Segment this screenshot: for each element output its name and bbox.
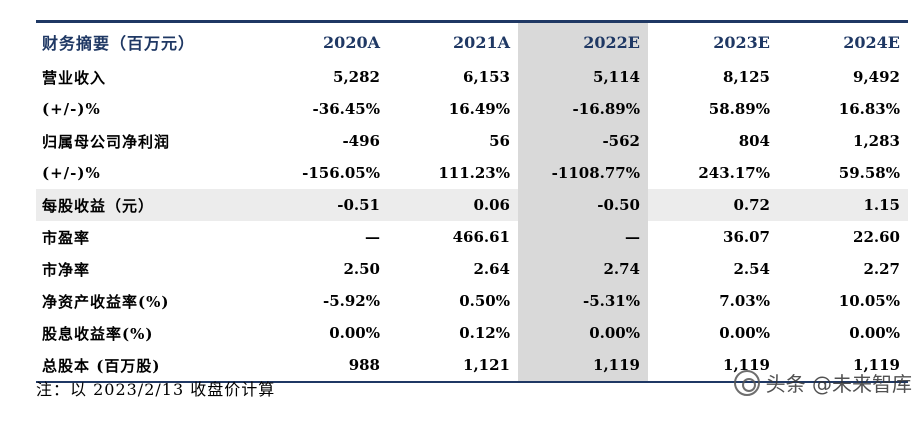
table-cell: 36.07 (723, 228, 770, 246)
table-cell: -16.89% (518, 93, 648, 125)
table-cell: -0.51 (258, 189, 388, 221)
table-cell: 2.74 (518, 253, 648, 285)
table-cell: 59.58% (838, 164, 900, 182)
row-label: 市盈率 (42, 228, 91, 247)
table-cell: 7.03% (719, 292, 770, 310)
financial-summary-table: 财务摘要（百万元） 2020A 2021A 2022E 2023E 2024E … (36, 23, 908, 383)
table-cell: 0.12% (459, 324, 510, 342)
row-label: 总股本 (百万股) (36, 349, 258, 383)
table-cell: 0.06 (388, 189, 518, 221)
header-2023e: 2023E (713, 32, 770, 52)
table-cell: 2.27 (863, 260, 900, 278)
table-cell: 2.54 (733, 260, 770, 278)
table-cell: 5,114 (518, 61, 648, 93)
table-row: 市净率 2.50 2.64 2.74 2.54 2.27 (36, 253, 908, 285)
table-cell: 243.17% (698, 164, 770, 182)
table-cell: -36.45% (312, 100, 380, 118)
table-cell: 1.15 (778, 189, 908, 221)
table-cell: 0.00% (719, 324, 770, 342)
table-cell: 1,119 (518, 349, 648, 383)
table-row: 总股本 (百万股) 988 1,121 1,119 1,119 1,119 (36, 349, 908, 383)
table-row: 市盈率 — 466.61 — 36.07 22.60 (36, 221, 908, 253)
row-label: 每股收益（元） (36, 189, 258, 221)
table-row: 股息收益率(%) 0.00% 0.12% 0.00% 0.00% 0.00% (36, 317, 908, 349)
table-cell: 988 (258, 349, 388, 383)
table-row: 归属母公司净利润 -496 56 -562 804 1,283 (36, 125, 908, 157)
row-label: 净资产收益率(%) (42, 292, 170, 311)
table-cell: 9,492 (853, 68, 900, 86)
table-row: (+/-)% -36.45% 16.49% -16.89% 58.89% 16.83% (36, 93, 908, 125)
table-cell: 56 (489, 132, 510, 150)
table-cell: 2.64 (473, 260, 510, 278)
table-cell: 466.61 (452, 228, 510, 246)
table-cell: 2.50 (343, 260, 380, 278)
footnote: 注：以 2023/2/13 收盘价计算 (36, 380, 276, 399)
table-cell: -562 (518, 125, 648, 157)
table-cell: 0.00% (849, 324, 900, 342)
table-cell: 22.60 (853, 228, 900, 246)
row-label: 营业收入 (42, 68, 107, 87)
wechat-icon (733, 369, 760, 396)
table-cell: -5.92% (322, 292, 380, 310)
table-cell: 8,125 (723, 68, 770, 86)
table-cell: 16.49% (448, 100, 510, 118)
row-label: (+/-)% (42, 100, 101, 118)
watermark: 头条 @未来智库 (733, 368, 912, 397)
table-row: 净资产收益率(%) -5.92% 0.50% -5.31% 7.03% 10.05% (36, 285, 908, 317)
table-cell: 1,121 (388, 349, 518, 383)
table-cell: — (365, 228, 380, 246)
table-cell: 804 (738, 132, 770, 150)
table-top-rule (36, 20, 908, 23)
table-cell: 58.89% (708, 100, 770, 118)
table-cell: 0.72 (648, 189, 778, 221)
watermark-text: 头条 @未来智库 (765, 372, 912, 396)
table-cell: -496 (342, 132, 380, 150)
table-row: (+/-)% -156.05% 111.23% -1108.77% 243.17% 59.… (36, 157, 908, 189)
header-label: 财务摘要（百万元） (42, 34, 196, 53)
table-header-row: 财务摘要（百万元） 2020A 2021A 2022E 2023E 2024E (36, 23, 908, 61)
table-cell: 16.83% (838, 100, 900, 118)
table-cell: 1,283 (853, 132, 900, 150)
row-label: 市净率 (42, 260, 91, 279)
row-label: (+/-)% (42, 164, 101, 182)
table-cell: — (518, 221, 648, 253)
table-cell: 1,119 (778, 349, 908, 383)
header-2020a: 2020A (323, 32, 380, 52)
table-cell: 111.23% (438, 164, 510, 182)
table-cell: 0.00% (518, 317, 648, 349)
table-cell: 5,282 (333, 68, 380, 86)
table-cell: -0.50 (518, 189, 648, 221)
table-cell: 10.05% (838, 292, 900, 310)
table-cell: -5.31% (518, 285, 648, 317)
header-2022e: 2022E (518, 23, 648, 61)
table-cell: -156.05% (302, 164, 380, 182)
table-row: 营业收入 5,282 6,153 5,114 8,125 9,492 (36, 61, 908, 93)
table-cell: -1108.77% (518, 157, 648, 189)
table-cell: 0.00% (329, 324, 380, 342)
header-2021a: 2021A (453, 32, 510, 52)
financial-summary-table-wrap: 财务摘要（百万元） 2020A 2021A 2022E 2023E 2024E … (36, 20, 908, 383)
table-cell: 0.50% (459, 292, 510, 310)
header-2024e: 2024E (843, 32, 900, 52)
table-cell: 6,153 (463, 68, 510, 86)
row-label: 归属母公司净利润 (42, 132, 171, 151)
table-row: 每股收益（元） -0.51 0.06 -0.50 0.72 1.15 (36, 189, 908, 221)
row-label: 股息收益率(%) (42, 324, 154, 343)
